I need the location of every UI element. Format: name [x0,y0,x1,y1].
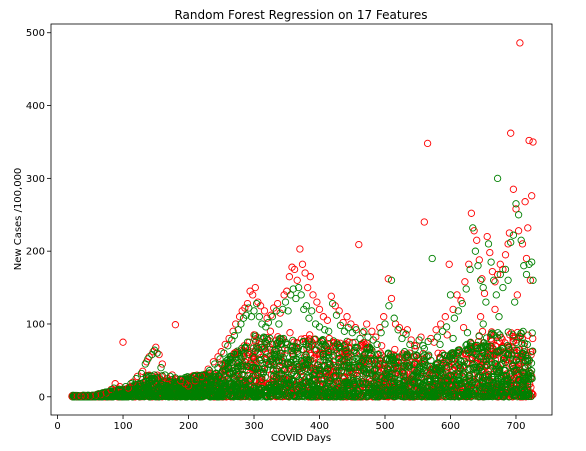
x-tick-label: 100 [113,421,132,432]
y-tick-label: 300 [26,174,45,185]
y-tick-label: 400 [26,101,45,112]
x-tick-label: 700 [506,421,525,432]
points-layer [68,39,537,401]
scatter-point [524,331,532,339]
y-tick-label: 500 [26,28,45,39]
x-tick-label: 500 [375,421,394,432]
y-tick-label: 200 [26,247,45,258]
scatter-point [528,347,536,356]
chart-title: Random Forest Regression on 17 Features [174,8,427,22]
x-tick-label: 400 [310,421,329,432]
scatter-point [518,335,526,343]
x-tick-label: 0 [54,421,60,432]
x-tick-label: 600 [441,421,460,432]
y-tick-label: 0 [39,392,45,403]
x-axis: 0 100 200 300 400 500 600 700 [54,415,526,432]
scatter-point [277,366,285,375]
scatter-point [467,340,476,348]
scatter-point [310,353,319,362]
x-tick-label: 200 [179,421,198,432]
x-tick-label: 300 [244,421,263,432]
y-axis-label: New Cases /100,000 [13,168,24,271]
x-axis-label: COVID Days [271,433,331,444]
y-tick-label: 100 [26,319,45,330]
scatter-point [399,351,407,359]
y-axis: 0 100 200 300 400 500 [26,28,51,403]
scatter-point [378,351,386,359]
